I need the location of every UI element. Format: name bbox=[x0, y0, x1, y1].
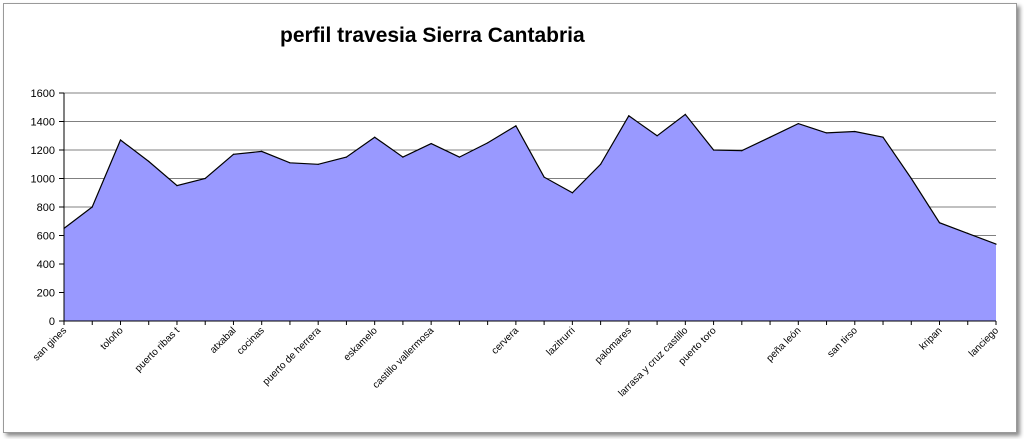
profile-point bbox=[713, 149, 715, 151]
y-tick-label: 0 bbox=[49, 316, 55, 328]
profile-point bbox=[232, 153, 235, 155]
x-tick-label: puerto ribas t bbox=[133, 325, 182, 374]
profile-point bbox=[487, 142, 489, 144]
y-tick-label: 200 bbox=[37, 288, 55, 300]
profile-point bbox=[317, 163, 319, 165]
profile-point bbox=[374, 136, 376, 138]
profile-point bbox=[176, 185, 178, 187]
profile-point bbox=[148, 160, 150, 162]
elevation-area bbox=[64, 114, 996, 322]
x-tick-label: kripan bbox=[918, 325, 945, 352]
x-tick-label: cocinas bbox=[235, 325, 267, 357]
x-tick-label: puerto de herrera bbox=[261, 325, 324, 388]
profile-point bbox=[769, 136, 771, 138]
x-tick-label: castillo vallermosa bbox=[371, 325, 437, 391]
profile-point bbox=[289, 162, 291, 164]
profile-point bbox=[345, 156, 347, 158]
profile-point bbox=[656, 135, 658, 137]
y-tick-label: 400 bbox=[37, 259, 55, 271]
y-tick-label: 1000 bbox=[31, 174, 55, 186]
profile-point bbox=[628, 115, 630, 117]
y-tick-label: 1600 bbox=[31, 88, 55, 100]
profile-point bbox=[430, 143, 432, 145]
profile-point bbox=[261, 150, 263, 152]
elevation-line bbox=[63, 113, 997, 245]
y-tick-label: 600 bbox=[37, 231, 55, 243]
y-tick-label: 800 bbox=[37, 202, 55, 214]
profile-point bbox=[204, 177, 206, 180]
x-tick-label: toloño bbox=[99, 325, 126, 352]
profile-point bbox=[882, 136, 884, 138]
profile-point bbox=[741, 150, 743, 152]
profile-point bbox=[515, 125, 517, 127]
profile-point bbox=[402, 156, 404, 158]
x-tick-label: cervera bbox=[490, 325, 522, 357]
profile-point bbox=[543, 176, 545, 178]
x-tick-label: palomares bbox=[593, 325, 634, 366]
profile-point bbox=[910, 177, 912, 180]
profile-point bbox=[825, 132, 828, 134]
profile-point bbox=[967, 232, 969, 234]
profile-area bbox=[63, 113, 997, 322]
profile-point bbox=[571, 192, 574, 194]
profile-point bbox=[600, 163, 602, 165]
profile-point bbox=[854, 130, 856, 133]
x-tick-labels: san gines toloño puerto ribas t atxabalcoci… bbox=[31, 321, 1001, 399]
profile-point bbox=[91, 206, 93, 208]
x-tick-label: san gines bbox=[31, 325, 69, 363]
x-tick-label: san tirso bbox=[825, 325, 860, 360]
x-tick-label: eskamelo bbox=[342, 325, 380, 363]
y-tick-labels: 0 200 400 600 800 1000 1200 1400 1600 bbox=[31, 88, 64, 328]
x-tick-label: peña león bbox=[765, 325, 804, 364]
profile-point bbox=[938, 222, 941, 224]
profile-point bbox=[797, 123, 799, 125]
profile-point bbox=[119, 139, 122, 141]
y-tick-label: 1400 bbox=[31, 117, 55, 129]
x-tick-label: lanciego bbox=[967, 325, 1001, 359]
profile-point bbox=[684, 113, 686, 115]
profile-point bbox=[995, 243, 997, 245]
x-tick-label: atxabal bbox=[208, 325, 239, 356]
y-tick-label: 1200 bbox=[31, 145, 55, 157]
x-tick-label: lazitrurri bbox=[545, 325, 578, 358]
profile-point bbox=[458, 156, 460, 158]
chart-title: perfil travesia Sierra Cantabria bbox=[280, 24, 585, 47]
